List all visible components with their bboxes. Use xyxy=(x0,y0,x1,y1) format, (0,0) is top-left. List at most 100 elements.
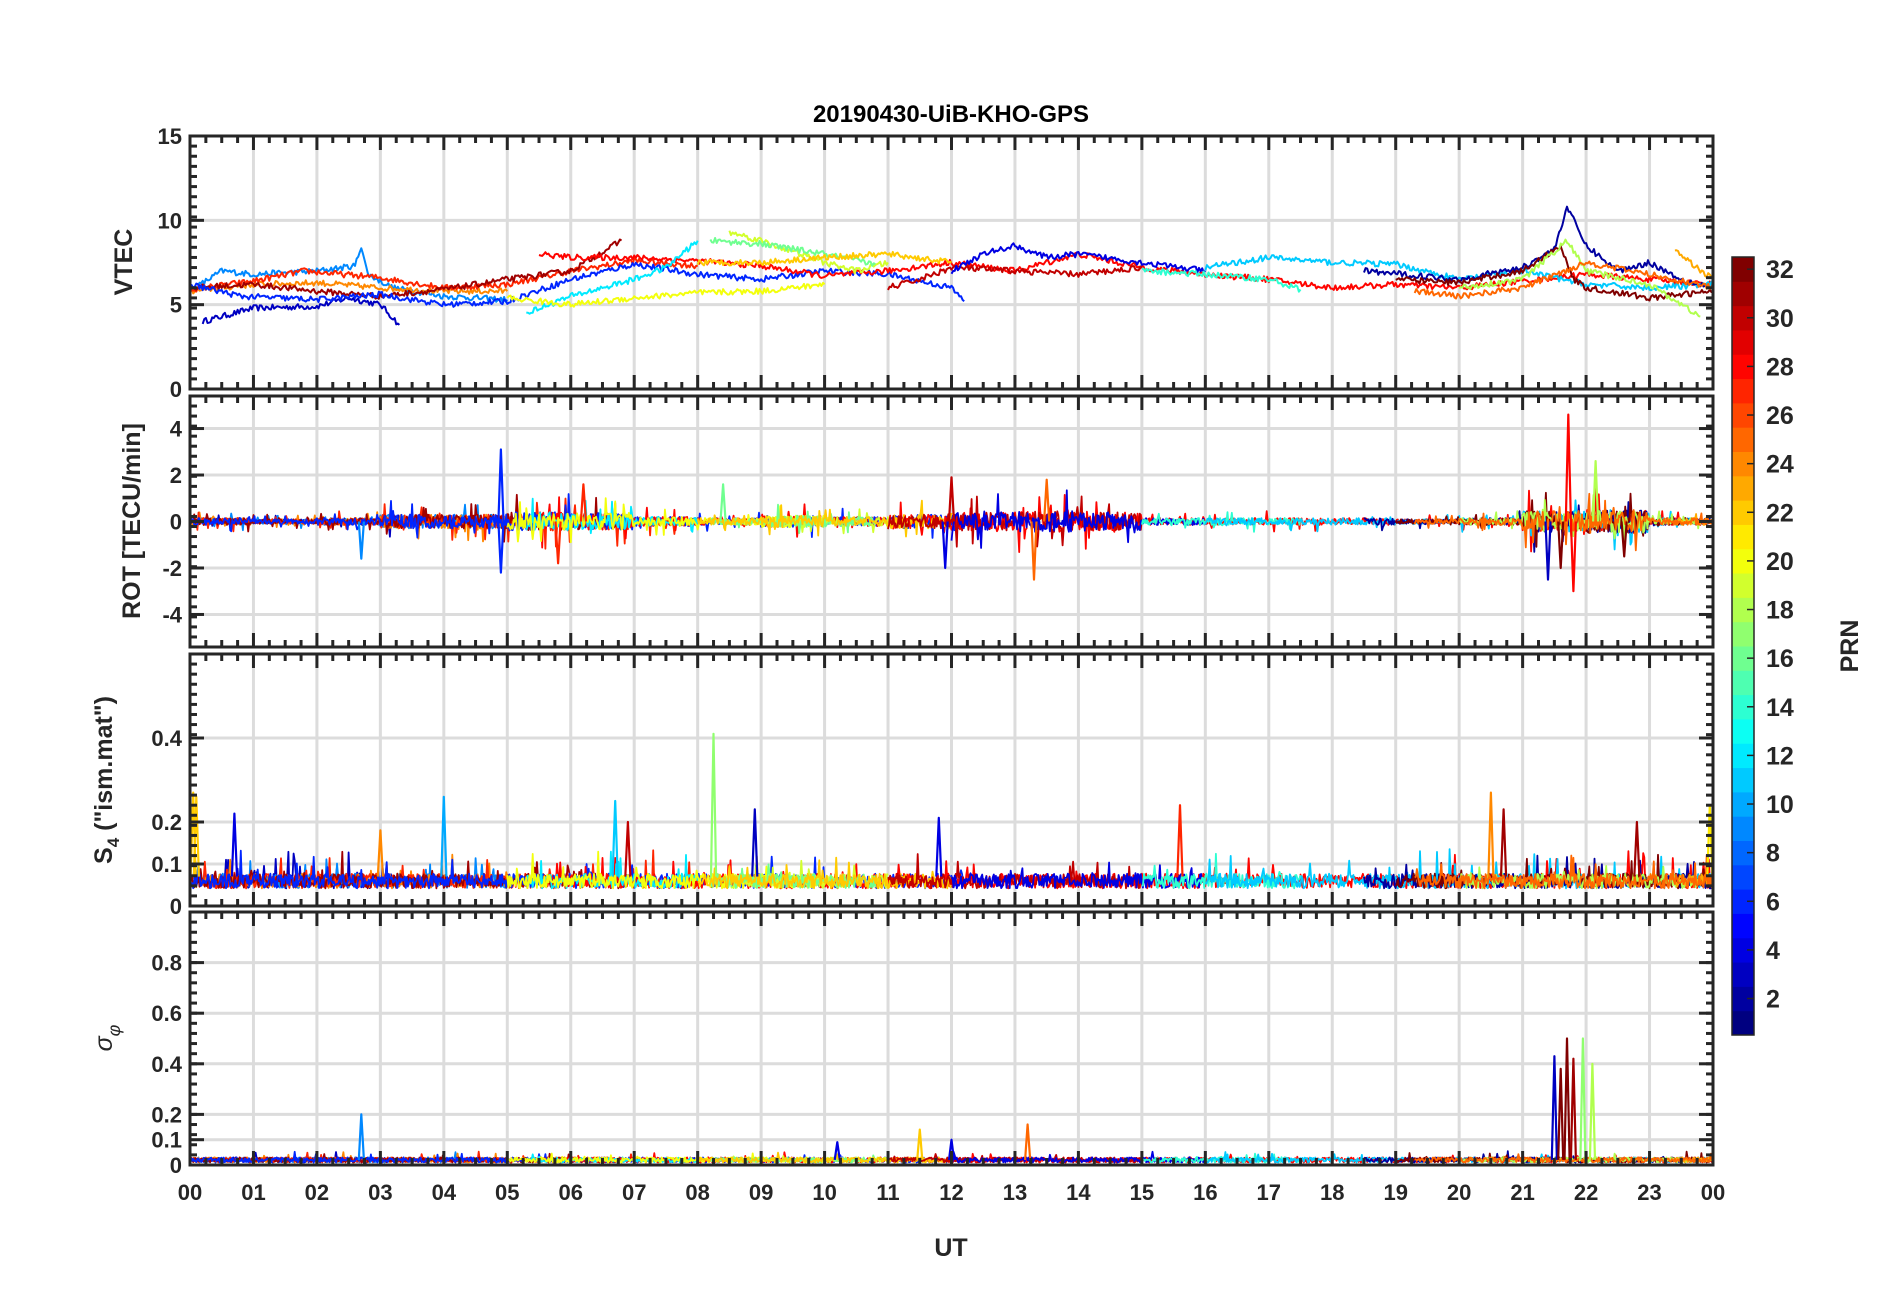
colorbar-swatch-7 xyxy=(1732,864,1754,890)
x-tick-label: 03 xyxy=(368,1180,392,1205)
colorbar-swatch-26 xyxy=(1732,402,1754,428)
series-prn-19 xyxy=(728,230,889,275)
colorbar-swatch-32 xyxy=(1732,257,1754,282)
series-prn-25 xyxy=(1024,1123,1032,1160)
series-prn-2 xyxy=(1363,205,1713,290)
series-prn-18 xyxy=(1458,238,1701,318)
series-prn-4 xyxy=(941,521,949,570)
x-tick-label: 06 xyxy=(559,1180,583,1205)
series-prn-3 xyxy=(1550,1055,1558,1160)
colorbar-swatch-28 xyxy=(1732,354,1754,380)
x-tick-label: 18 xyxy=(1320,1180,1344,1205)
series-prn-24 xyxy=(1487,791,1495,877)
series-prn-30 xyxy=(887,853,1143,890)
chart-title: 20190430-UiB-KHO-GPS xyxy=(813,101,1089,128)
series-prn-25 xyxy=(1414,853,1713,890)
colorbar-swatch-27 xyxy=(1732,378,1754,404)
colorbar-tick-label: 22 xyxy=(1766,499,1794,527)
colorbar-swatch-3 xyxy=(1732,962,1754,987)
x-tick-label: 19 xyxy=(1383,1180,1407,1205)
series-prn-9 xyxy=(357,1113,365,1160)
series-prn-24 xyxy=(376,829,384,877)
series-prn-31 xyxy=(1499,808,1508,877)
colorbar-swatch-19 xyxy=(1732,573,1754,598)
y-tick-label: 0.1 xyxy=(151,852,182,877)
series-prn-14 xyxy=(1141,1152,1302,1164)
y-axis-label-sigma: σφ xyxy=(90,1024,124,1051)
sigma-label-sub: φ xyxy=(104,1024,124,1036)
colorbar-swatch-11 xyxy=(1732,767,1754,793)
colorbar-swatch-18 xyxy=(1732,597,1754,623)
colorbar-swatch-5 xyxy=(1732,913,1754,939)
series-prn-25 xyxy=(1030,521,1038,581)
colorbar-swatch-30 xyxy=(1732,305,1754,331)
x-tick-label: 00 xyxy=(1701,1180,1725,1205)
y-tick-label: 15 xyxy=(158,124,182,149)
series-prn-27 xyxy=(554,521,562,565)
colorbar-tick-label: 2 xyxy=(1766,986,1780,1014)
s4-label-sub: 4 xyxy=(104,837,123,847)
series-prn-22 xyxy=(192,795,200,877)
x-tick-label: 21 xyxy=(1510,1180,1534,1205)
series-prn-28 xyxy=(1569,521,1577,593)
series-prn-31 xyxy=(1633,820,1641,877)
y-tick-label: 0.6 xyxy=(151,1001,182,1026)
panel-sigma: 00.10.2 0.4 0.6 0.8 xyxy=(151,910,1715,1178)
colorbar-swatch-31 xyxy=(1732,281,1754,307)
y-tick-label: 0 xyxy=(170,894,182,919)
colorbar-swatch-2 xyxy=(1732,986,1754,1012)
series-prn-31 xyxy=(190,238,623,300)
series-prn-30 xyxy=(947,476,956,522)
series-prn-6 xyxy=(497,521,505,574)
series-prn-3 xyxy=(751,808,759,877)
series-prn-16 xyxy=(719,483,727,522)
colorbar-swatch-14 xyxy=(1732,694,1754,720)
y-tick-label: 0 xyxy=(170,377,182,402)
series-prn-25 xyxy=(1413,260,1713,300)
series-prn-4 xyxy=(230,812,239,877)
colorbar-swatch-22 xyxy=(1732,500,1754,525)
series-group xyxy=(190,732,1713,890)
y-tick-label: -4 xyxy=(162,602,182,627)
y-axis-label-s4: S4 ("ism.mat") xyxy=(90,696,123,864)
y-tick-label: -2 xyxy=(162,556,182,581)
y-tick-label: 0.2 xyxy=(151,810,182,835)
series-prn-10 xyxy=(440,795,448,877)
series-group xyxy=(190,205,1713,326)
x-tick-label: 08 xyxy=(685,1180,709,1205)
series-prn-6 xyxy=(190,261,965,308)
x-tick-label: 23 xyxy=(1637,1180,1661,1205)
colorbar-swatch-8 xyxy=(1732,840,1754,866)
colorbar-tick-label: 4 xyxy=(1766,937,1780,965)
y-tick-label: 4 xyxy=(170,417,183,442)
series-prn-4 xyxy=(950,489,1206,549)
series-prn-25 xyxy=(1414,1152,1713,1164)
colorbar-tick-label: 24 xyxy=(1766,451,1794,479)
colorbar-tick-label: 26 xyxy=(1766,402,1794,430)
series-prn-4 xyxy=(947,1138,956,1161)
series-prn-9 xyxy=(190,247,509,303)
colorbar-tick-label: 12 xyxy=(1766,742,1794,770)
series-prn-11 xyxy=(611,799,619,877)
colorbar-tick-label: 18 xyxy=(1766,597,1794,625)
series-prn-22 xyxy=(916,1128,924,1160)
series-prn-30 xyxy=(624,820,632,877)
series-prn-9 xyxy=(357,521,365,560)
colorbar-swatch-1 xyxy=(1732,1010,1754,1036)
panel-vtec: 0 5 10 15 xyxy=(158,124,1715,402)
series-prn-32 xyxy=(1557,521,1565,570)
series-prn-32 xyxy=(1557,1067,1565,1160)
series-prn-32 xyxy=(1395,245,1713,302)
series-prn-3 xyxy=(1544,521,1552,581)
colorbar-tick-label: 14 xyxy=(1766,694,1794,722)
plot-layer: 051015-4-202400.10.20.400.10.20.40.60.80… xyxy=(151,124,1793,1205)
colorbar-tick-label: 6 xyxy=(1766,888,1780,916)
colorbar-swatch-23 xyxy=(1732,475,1754,501)
y-tick-label: 0.4 xyxy=(151,726,182,751)
panel-rot: -4 -2 0 2 4 xyxy=(162,394,1715,649)
x-tick-label: 12 xyxy=(939,1180,963,1205)
x-tick-label: 14 xyxy=(1066,1180,1091,1205)
colorbar-swatch-25 xyxy=(1732,427,1754,452)
colorbar-swatch-9 xyxy=(1732,816,1754,841)
